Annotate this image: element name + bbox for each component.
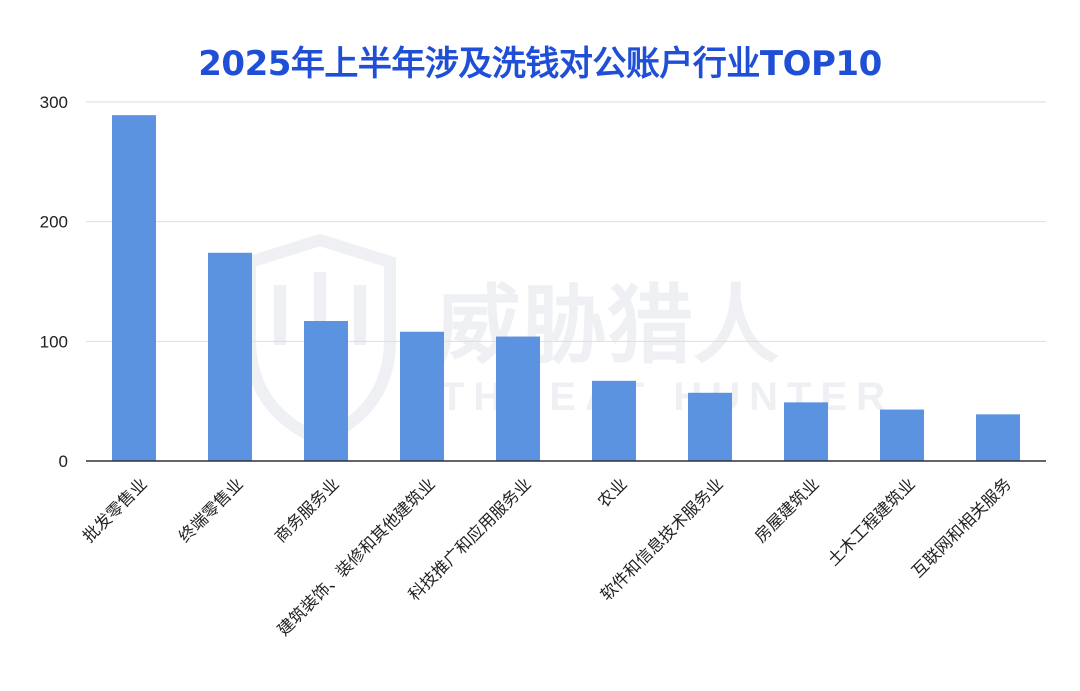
watermark-cn-text: 威胁猎人	[435, 276, 779, 376]
bar	[496, 336, 540, 461]
y-axis-ticks: 0 100 200 300	[40, 93, 68, 471]
y-tick-label: 100	[40, 332, 68, 351]
x-category-label: 互联网和相关服务	[908, 474, 1015, 581]
x-category-label: 房屋建筑业	[751, 474, 823, 546]
x-category-label: 终端零售业	[175, 474, 247, 546]
bar	[688, 392, 732, 461]
x-category-label: 建筑装饰、装修和其他建筑业	[274, 474, 439, 639]
bar	[112, 115, 156, 461]
x-category-label: 农业	[594, 474, 631, 511]
bar	[208, 252, 252, 461]
bar	[880, 409, 924, 461]
y-tick-label: 300	[40, 93, 68, 112]
x-category-label: 土木工程建筑业	[824, 474, 919, 569]
bars	[112, 115, 1020, 461]
y-tick-label: 200	[40, 213, 68, 232]
bar	[400, 331, 444, 461]
bar	[784, 402, 828, 461]
x-category-label: 商务服务业	[271, 474, 343, 546]
x-category-label: 批发零售业	[79, 474, 151, 546]
bar	[304, 320, 348, 461]
chart-title: 2025年上半年涉及洗钱对公账户行业TOP10	[198, 44, 882, 84]
y-tick-label: 0	[59, 452, 68, 471]
bar	[592, 380, 636, 461]
bar	[976, 414, 1020, 461]
